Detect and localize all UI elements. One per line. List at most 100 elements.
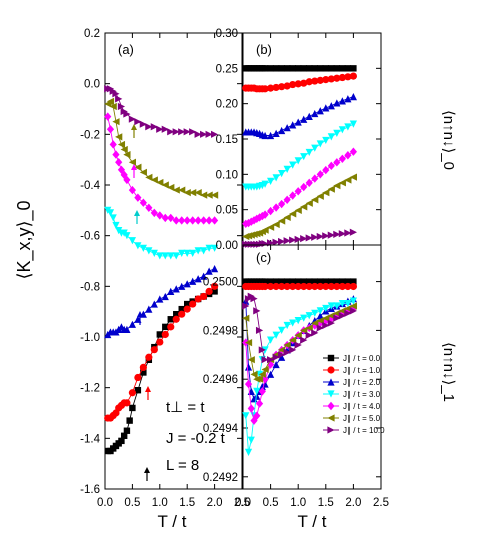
panel-c-ytick-label: 0.2494 — [203, 423, 239, 435]
panel-b-series-5-point — [311, 196, 319, 204]
panel-c-series-6-point — [250, 295, 258, 303]
panel-a-series-1-point — [200, 292, 208, 301]
panel-a-series-1-point — [183, 305, 191, 313]
panel-c-series-0-point — [306, 278, 313, 285]
panel-a-series-5-point — [183, 189, 191, 197]
panel-c-series-3-point — [349, 297, 357, 305]
panel-a-series-6-point — [123, 110, 131, 118]
panel-a-xtick-label: 0.0 — [97, 497, 113, 509]
annotation-tperp: t⊥ = t — [166, 399, 205, 416]
panel-b-series-4-point — [316, 170, 324, 179]
panel-a-series-2-point — [172, 285, 180, 293]
panel-a-series — [104, 85, 219, 481]
panel-c-series-3-point — [344, 299, 352, 308]
panel-c-series-6-point — [278, 351, 286, 359]
panel-a-series-5-point — [189, 189, 197, 197]
panel-a-series-5-point — [134, 163, 142, 171]
panel-a-series-0-point — [178, 305, 185, 313]
panel-b-series-1-point — [294, 80, 302, 88]
panel-c-series-2-point — [267, 370, 275, 378]
panel-a-series-2-point — [194, 275, 202, 283]
arrow-head — [134, 210, 140, 216]
panel-b-series-5-point — [333, 182, 341, 190]
panel-a-ytick-label: -0.8 — [80, 281, 100, 293]
panel-b-series-3 — [242, 120, 357, 191]
panel-b-series-0-point — [339, 65, 346, 72]
panel-b-series-5-point — [261, 226, 269, 234]
panel-b-series-0-point — [261, 65, 269, 72]
panel-a-xtick-label: 2.5 — [234, 497, 250, 509]
panel-a-series-0-point — [134, 387, 142, 394]
panel-c-series-1-point — [344, 282, 352, 291]
panel-a-series-0-point — [126, 417, 133, 424]
panel-b-series-2-point — [344, 95, 352, 103]
panel-c-series-4-point — [258, 387, 266, 396]
panel-a-series-6-point — [117, 102, 126, 111]
panel-c-series-5-point — [244, 339, 253, 347]
panel-c-series-1-point — [333, 282, 341, 291]
panel-b-series-1-point — [338, 73, 346, 82]
panel-b-series-0-point — [267, 65, 274, 72]
panel-b-series-3-point — [261, 180, 269, 188]
panel-b-ytick-label: 0.05 — [216, 205, 238, 217]
annotation-l: L = 8 — [166, 457, 199, 474]
panel-a-series-3-point — [161, 252, 169, 260]
panel-a-series-4-point — [112, 150, 120, 159]
panel-c-series-4-point — [247, 404, 255, 413]
panel-c-series-5-point — [311, 319, 319, 327]
panel-c-series-6-point — [255, 326, 264, 334]
panel-b-series-6-point — [311, 233, 319, 241]
panel-a-series-4 — [104, 112, 219, 225]
panel-b-series-2-point — [289, 121, 297, 129]
panel-a-series-5-point — [167, 183, 175, 192]
panel-a-ytick-label: -0.6 — [80, 231, 100, 243]
panel-a-series-2-point — [145, 305, 153, 313]
panel-b-series-3-point — [278, 170, 286, 178]
panel-c-series-5-point — [344, 304, 352, 313]
panel-b-series-6-point — [289, 236, 297, 244]
panel-b-series-2-point — [349, 93, 357, 101]
panel-a-series-0-point — [118, 437, 125, 445]
panel-b-series-5-point — [305, 199, 313, 207]
panel-a-series-5-point — [109, 102, 117, 111]
panel-b-series-4-point — [253, 214, 261, 224]
arrow-head — [137, 311, 143, 317]
panel-a-ytick-label: -0.2 — [80, 129, 100, 141]
panel-a-series-4-point — [194, 216, 202, 225]
panel-a-series-2-point — [161, 292, 169, 301]
panel-a-series-6-point — [134, 118, 142, 126]
panel-a-series-5-point — [200, 191, 208, 199]
panel-c-series-3-point — [267, 336, 275, 344]
panel-a-series-3-point — [134, 242, 142, 250]
panel-c-series-0-point — [317, 278, 324, 285]
panel-a-series-4-point — [104, 112, 112, 121]
panel-b-series-4-point — [278, 199, 286, 209]
panel-a-series-6-point — [205, 130, 213, 138]
panel-a-series-6-point — [194, 130, 202, 138]
panel-b-series-2-point — [272, 129, 280, 137]
panel-b-series-4-point — [333, 158, 341, 167]
panel-a-series-6-point — [172, 128, 180, 136]
panel-c-xtick-label: 1.5 — [318, 497, 334, 509]
panel-a-frame — [104, 32, 243, 490]
panel-b-series-0-point — [322, 65, 329, 72]
panel-c-series-6-point — [242, 302, 250, 310]
panel-a-series-3-point — [112, 221, 120, 230]
panel-a-series-3-point — [106, 209, 115, 217]
panel-b-series-4 — [242, 147, 357, 228]
panel-b-ytick-label: 0.00 — [216, 240, 238, 252]
panel-b-series-4-point — [311, 174, 319, 183]
panel-b-series-3-point — [272, 174, 280, 182]
panel-a-series-4-point — [109, 140, 117, 149]
panel-b-series-6-point — [300, 235, 308, 243]
panel-b-series-5-point — [272, 220, 280, 229]
panel-a-series-2-point — [167, 287, 175, 295]
panel-c-series-3-point — [305, 312, 313, 320]
panel-c-series-1-point — [267, 282, 275, 291]
panel-a-series-3-point — [145, 247, 153, 255]
panel-c-ylabel: ⟨n↑n↓⟩_1 — [440, 342, 457, 402]
panel-a-label: (a) — [118, 42, 134, 57]
panel-b-ytick-label: 0.15 — [216, 134, 238, 146]
panel-b-series-2-point — [294, 118, 302, 126]
